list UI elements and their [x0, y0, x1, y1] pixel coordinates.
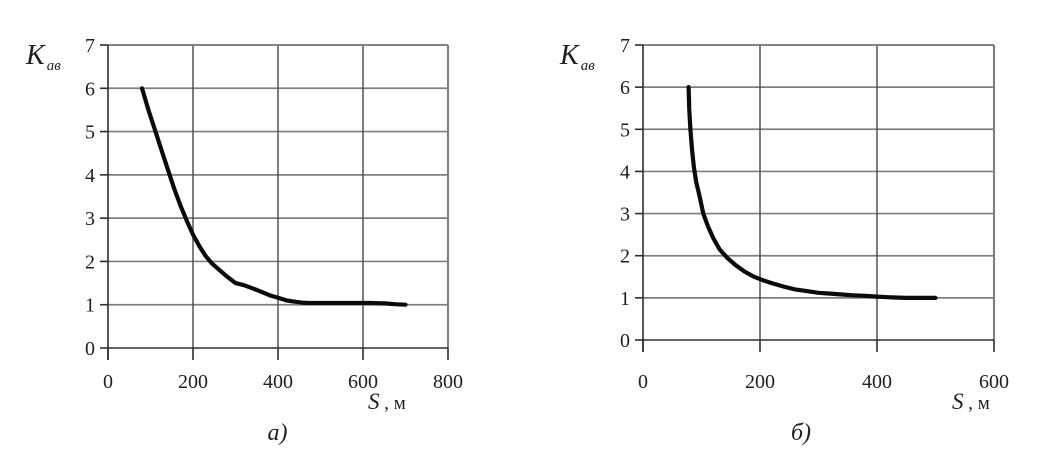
data-curve [686, 84, 938, 300]
x-axis-label-a: S , м [368, 389, 406, 415]
data-curve [139, 86, 408, 307]
y-tick-label: 0 [620, 330, 630, 352]
y-tick-label: 5 [620, 119, 630, 141]
x-axis-symbol: S [368, 389, 380, 414]
y-tick-label: 1 [85, 295, 95, 317]
y-tick-label: 7 [85, 35, 95, 57]
x-axis-unit: , м [963, 393, 990, 414]
plot-area-a: 0 1 2 3 4 5 6 7 0 200 400 600 800 [85, 35, 463, 393]
x-axis-label-b: S , м [952, 389, 990, 415]
x-tick-label: 200 [178, 371, 208, 393]
y-tick-label: 1 [620, 288, 630, 310]
y-tick-label: 0 [85, 338, 95, 360]
y-axis-subscript: ав [46, 58, 61, 74]
y-tick-label: 2 [85, 251, 95, 273]
plot-area-b: 0 1 2 3 4 5 6 7 0 200 400 600 [620, 35, 1009, 393]
y-tick-label: 6 [85, 78, 95, 100]
y-tick-label: 5 [85, 122, 95, 144]
caption-a: а) [267, 420, 288, 446]
y-tick-label: 4 [85, 165, 95, 187]
y-axis-symbol: K [560, 40, 579, 71]
y-tick-label: 2 [620, 246, 630, 268]
caption-b: б) [790, 420, 812, 446]
y-axis-subscript: ав [580, 58, 595, 74]
y-axis-symbol: K [26, 40, 45, 71]
y-tick-label: 7 [620, 35, 630, 57]
x-tick-label: 400 [263, 371, 293, 393]
y-tick-label: 3 [620, 204, 630, 226]
y-tick-label: 6 [620, 77, 630, 99]
x-tick-label: 200 [745, 371, 775, 393]
x-tick-label: 800 [433, 371, 463, 393]
x-tick-label: 600 [979, 371, 1009, 393]
x-axis-unit: , м [379, 393, 406, 414]
x-axis-symbol: S [952, 389, 964, 414]
x-tick-label: 0 [103, 371, 113, 393]
y-tick-label: 3 [85, 208, 95, 230]
x-tick-label: 400 [862, 371, 892, 393]
x-tick-label: 0 [638, 371, 648, 393]
y-tick-label: 4 [620, 161, 630, 183]
x-tick-label: 600 [348, 371, 378, 393]
